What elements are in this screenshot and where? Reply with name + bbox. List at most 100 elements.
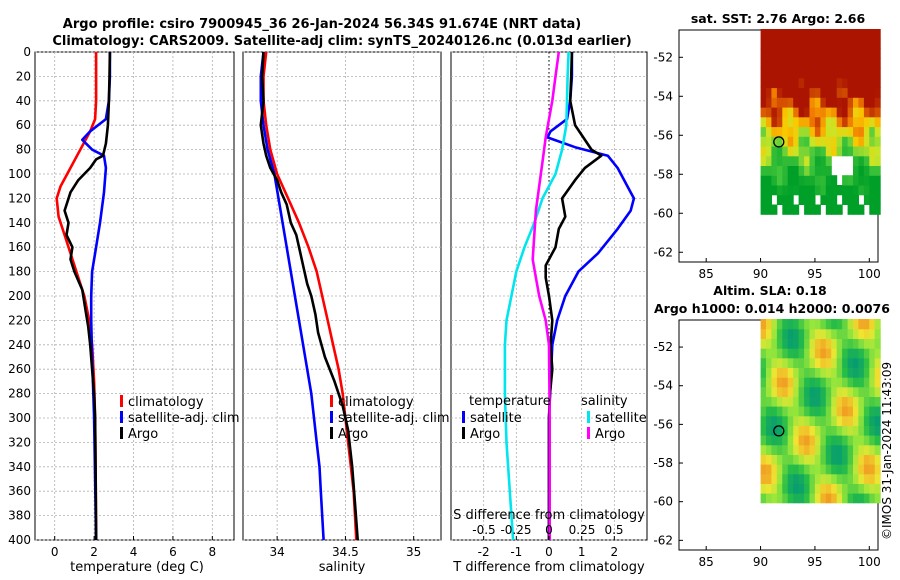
map-cell [836,357,843,368]
map-cell [836,328,843,339]
y-tick-label: 360 [8,484,31,498]
map-cell [798,406,805,417]
map-cell [776,97,783,108]
series-line-temperature-argo [544,51,603,540]
map-cell [836,146,843,157]
map-cell [771,367,778,378]
map-cell [874,444,881,455]
map-cell [766,116,772,128]
map-cell [836,185,843,196]
map-cell [776,58,783,69]
map-cell [874,126,881,137]
map-cell [793,386,800,397]
map-cell [793,87,800,98]
map-cell [820,396,827,407]
map-cell [847,29,854,40]
map-cell [760,483,767,494]
map-cell [831,464,838,475]
map-cell [793,396,800,407]
map-cell [804,175,811,186]
map-cell [825,38,832,50]
map-cell [836,386,843,397]
map-cell [847,396,854,407]
y-tick-label: 240 [8,338,31,352]
map-cell [782,328,789,339]
map-cell [847,38,854,50]
map-cell [825,77,832,89]
map-cell [782,377,789,388]
map-cell [787,126,794,137]
legend-label-argo: Argo [128,427,158,442]
map-cell [863,348,870,359]
map-cell [874,58,881,69]
map-cell [858,386,865,397]
map-cell [776,155,783,166]
map-cell [831,348,838,359]
map-cell [760,415,767,426]
series-line-climatology [262,51,358,541]
map-cell [787,464,794,475]
map-cell [771,175,778,186]
map-cell [782,357,789,368]
map-cell [853,338,859,349]
map-cell [787,48,794,59]
map-cell [809,328,816,339]
map-cell [776,107,783,118]
map-cell [858,493,865,504]
map-cell [820,425,827,436]
map-cell [814,175,821,186]
map-cell [869,338,876,349]
map-cell [793,175,800,186]
map-cell [836,204,843,215]
map-cell [804,415,811,426]
map-cell [863,116,870,128]
map-cell [842,175,849,186]
map-cell [831,473,838,484]
sla-map-title: Altim. SLA: 0.18 [713,283,826,298]
map-cell [847,194,854,205]
map-cell [804,194,811,205]
map-cell [853,77,859,89]
map-cell [858,406,865,417]
map-cell [869,493,876,504]
map-cell [771,48,778,59]
map-cell [760,328,767,339]
map-cell [836,367,843,378]
map-cell [874,396,881,407]
map-cell [853,454,859,465]
map-cell [836,406,843,417]
map-cell [874,473,881,484]
map-cell [793,454,800,465]
map-cell [787,415,794,426]
map-cell [798,338,805,349]
map-cell [869,357,876,368]
map-cell [760,165,767,176]
map-cell [869,348,876,359]
sst-map-panel: sat. SST: 2.76 Argo: 2.66 -52 -54 -56 -58 -6… [653,11,880,281]
lat-tick-label: -60 [653,495,673,509]
map-cell [820,194,827,205]
map-cell [760,155,767,166]
map-cell [782,435,789,446]
map-cell [831,97,838,108]
map-cell [766,165,772,176]
map-cell [836,97,843,108]
map-cell [798,38,805,50]
map-cell [858,77,865,89]
map-cell [771,396,778,407]
map-cell [831,319,838,330]
map-cell [863,185,870,196]
map-cell [869,194,876,205]
map-cell [836,68,843,79]
map-cell [831,454,838,465]
map-cell [809,406,816,417]
sst-field [760,29,881,215]
map-cell [858,58,865,69]
map-cell [863,126,870,137]
map-cell [836,435,843,446]
salinity-panel: 34 34.5 35 salinity climatology satellite-… [242,51,450,575]
map-cell [798,464,805,475]
map-cell [771,328,778,339]
map-cell [787,116,794,128]
map-cell [831,435,838,446]
